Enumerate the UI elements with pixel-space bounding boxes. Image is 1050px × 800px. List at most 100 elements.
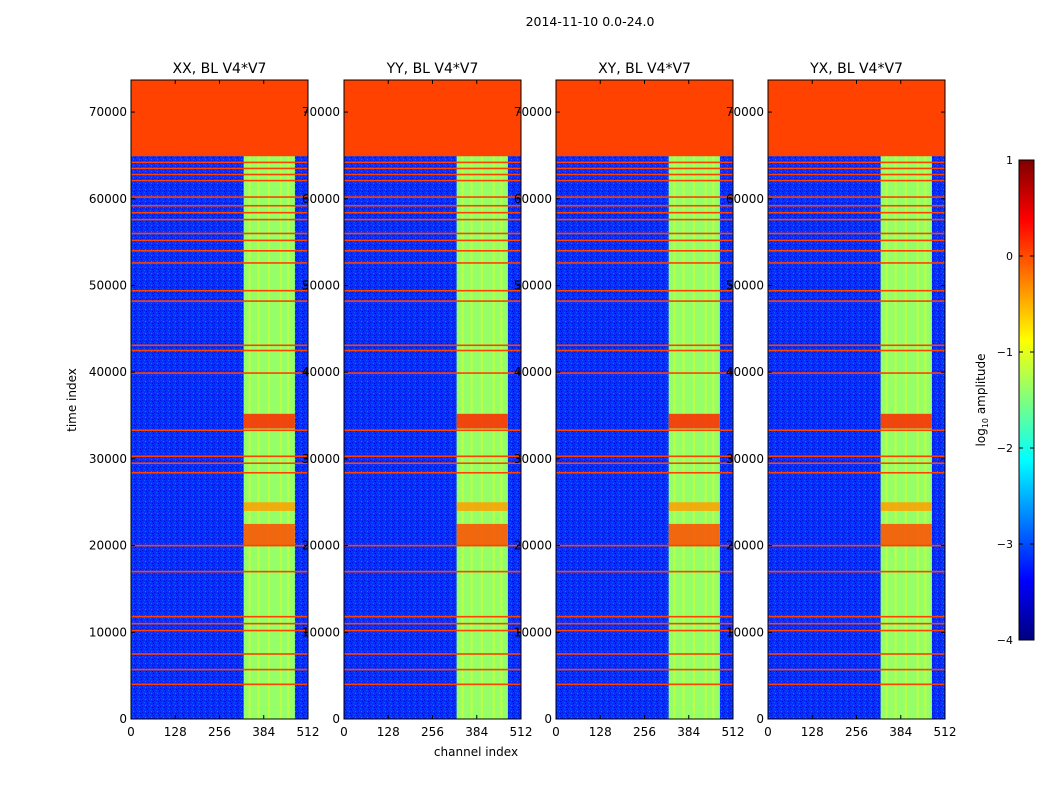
flagged-row [768, 622, 945, 625]
flagged-row [768, 167, 945, 170]
flagged-row [768, 455, 945, 458]
y-tick-label: 0 [119, 712, 127, 726]
flagged-row [131, 471, 308, 474]
y-tick-label: 0 [332, 712, 340, 726]
x-tick-label: 128 [377, 725, 400, 739]
masked-region [131, 80, 308, 156]
heatmap-yx [768, 80, 945, 719]
rfi-subchannel [259, 155, 268, 719]
flagged-row [131, 167, 308, 170]
y-tick-label: 60000 [89, 192, 127, 206]
y-tick-label: 70000 [302, 105, 340, 119]
flagged-row [556, 462, 733, 465]
flagged-row [556, 173, 733, 176]
flagged-row [344, 668, 521, 671]
colorbar-tick-label: 0 [1006, 250, 1013, 263]
flagged-row [768, 262, 945, 264]
flagged-row [344, 167, 521, 170]
flagged-row [768, 629, 945, 632]
rfi-subchannel [887, 155, 895, 719]
flagged-row [768, 462, 945, 465]
figure-suptitle: 2014-11-10 0.0-24.0 [526, 14, 655, 29]
flagged-row [556, 570, 733, 573]
colorbar-tick-label: −4 [997, 634, 1013, 647]
flagged-row [768, 471, 945, 474]
flagged-row [768, 204, 945, 207]
flagged-row [344, 239, 521, 242]
flagged-row [768, 653, 945, 655]
colorbar: 10−1−2−3−4 log10 amplitude [974, 154, 1035, 647]
y-tick-label: 60000 [514, 192, 552, 206]
x-tick-label: 384 [677, 725, 700, 739]
panel-yx: YX, BL V4*V7 0 128 256 384 512 0 10000 20000 3000… [726, 61, 957, 739]
colorbar-tick-label: 1 [1006, 154, 1013, 167]
y-tick-label: 50000 [726, 278, 764, 292]
burst [456, 523, 508, 546]
flagged-row [131, 289, 308, 292]
y-tick-label: 40000 [89, 365, 127, 379]
colorbar-label-subscript: 10 [981, 418, 990, 428]
flagged-row [344, 161, 521, 164]
flagged-row [768, 683, 945, 686]
y-tick-label: 10000 [89, 625, 127, 639]
heatmap-yy [344, 80, 521, 719]
flagged-row [768, 211, 945, 214]
flagged-row [131, 668, 308, 671]
flagged-row [556, 218, 733, 221]
flagged-row [344, 683, 521, 686]
flagged-row [131, 615, 308, 618]
flagged-row [556, 653, 733, 655]
flagged-row [556, 455, 733, 458]
flagged-row [768, 349, 945, 352]
y-tick-label: 20000 [302, 539, 340, 553]
rfi-subchannel [289, 155, 295, 719]
x-tick-label: 384 [252, 725, 275, 739]
flagged-row [768, 250, 945, 252]
rfi-subchannel [250, 155, 258, 719]
rfi-subchannel [463, 155, 471, 719]
flagged-row [131, 232, 308, 235]
flagged-row [131, 211, 308, 214]
flagged-row [556, 300, 733, 302]
flagged-row [556, 668, 733, 671]
flagged-row [556, 232, 733, 235]
burst [880, 523, 932, 546]
y-tick-label: 20000 [514, 539, 552, 553]
flagged-row [344, 615, 521, 618]
rfi-subchannel [482, 155, 493, 719]
flagged-row [768, 179, 945, 182]
x-tick-label: 128 [801, 725, 824, 739]
flagged-row [768, 344, 945, 347]
x-tick-label: 128 [164, 725, 187, 739]
flagged-row [344, 250, 521, 252]
flagged-row [344, 629, 521, 632]
flagged-row [768, 615, 945, 618]
masked-region [344, 80, 521, 156]
flagged-row [556, 349, 733, 352]
flagged-row [131, 455, 308, 458]
colorbar-ticks: 1 0 −1 −2 −3 −4 [997, 154, 1034, 647]
y-tick-label: 30000 [89, 452, 127, 466]
flagged-row [131, 239, 308, 242]
flagged-row [131, 344, 308, 347]
flagged-row [768, 570, 945, 573]
x-axis-label: channel index [434, 745, 518, 759]
flagged-row [344, 344, 521, 347]
x-tick-label: 256 [421, 725, 444, 739]
rfi-subchannel [243, 155, 249, 719]
flagged-row [556, 196, 733, 198]
y-tick-label: 10000 [514, 625, 552, 639]
y-tick-label: 50000 [514, 278, 552, 292]
flagged-row [344, 462, 521, 465]
x-tick-label: 512 [934, 725, 957, 739]
flagged-row [556, 683, 733, 686]
panel-title: XY, BL V4*V7 [598, 61, 691, 77]
y-tick-label: 50000 [89, 278, 127, 292]
flagged-row [344, 211, 521, 214]
flagged-row [131, 196, 308, 198]
y-tick-label: 0 [756, 712, 764, 726]
y-tick-label: 60000 [302, 192, 340, 206]
flagged-row [131, 570, 308, 573]
x-tick-label: 256 [845, 725, 868, 739]
x-tick-label: 256 [208, 725, 231, 739]
